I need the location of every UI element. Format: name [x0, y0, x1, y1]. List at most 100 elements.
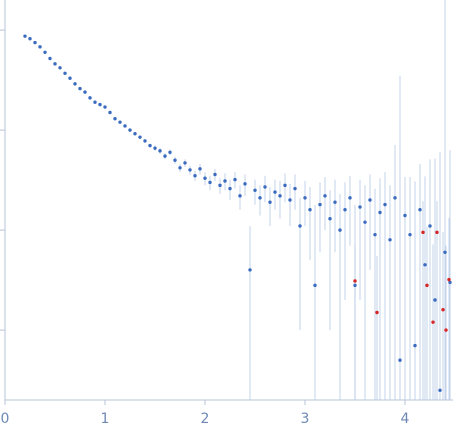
data-point: [375, 310, 379, 315]
x-tick-label: 4: [401, 411, 410, 427]
data-point: [53, 62, 57, 66]
data-point: [148, 143, 152, 148]
data-point: [68, 76, 72, 80]
data-point: [393, 196, 397, 200]
data-point: [368, 198, 372, 202]
data-point: [123, 124, 127, 128]
data-point: [343, 207, 347, 212]
data-point: [248, 268, 252, 272]
data-point: [348, 196, 352, 200]
data-point: [444, 328, 448, 332]
data-point: [198, 167, 202, 171]
data-point: [398, 358, 402, 362]
data-point: [113, 117, 117, 121]
data-point: [103, 105, 107, 109]
data-point: [447, 277, 451, 282]
data-point: [193, 173, 197, 178]
data-point: [83, 90, 87, 94]
data-point: [338, 228, 342, 232]
data-point: [138, 135, 142, 139]
data-point: [253, 188, 257, 193]
x-tick-label: 0: [1, 411, 10, 427]
data-point: [423, 263, 427, 267]
data-point: [425, 283, 429, 288]
data-point: [183, 161, 187, 165]
data-point: [143, 139, 147, 143]
data-point: [363, 220, 367, 224]
data-point: [73, 82, 77, 86]
data-point: [108, 110, 112, 115]
data-point: [283, 183, 287, 188]
x-tick-label: 3: [301, 411, 310, 427]
data-point: [443, 250, 447, 254]
data-point: [233, 177, 237, 182]
data-point: [243, 182, 247, 186]
data-point: [228, 186, 232, 191]
data-point: [238, 194, 242, 198]
data-point: [208, 180, 212, 185]
x-tick-label: 2: [201, 411, 210, 427]
data-point: [163, 154, 167, 158]
data-point: [23, 34, 27, 38]
data-point: [173, 158, 177, 162]
data-point: [435, 230, 439, 235]
data-point: [441, 307, 445, 312]
data-point: [388, 238, 392, 242]
data-point: [308, 207, 312, 212]
data-point: [431, 320, 435, 324]
data-point: [263, 185, 267, 189]
data-point: [323, 194, 327, 198]
data-point: [273, 190, 277, 194]
data-point: [128, 128, 132, 132]
data-point: [298, 224, 302, 228]
data-point: [378, 210, 382, 215]
data-point: [318, 202, 322, 207]
data-point: [428, 224, 432, 228]
data-point: [188, 168, 192, 172]
data-point: [288, 198, 292, 202]
data-point: [333, 200, 337, 204]
data-point: [303, 196, 307, 200]
data-point: [408, 232, 412, 237]
data-point: [78, 86, 82, 91]
data-point: [58, 66, 62, 70]
data-point: [223, 179, 227, 183]
data-point: [153, 146, 157, 150]
data-point: [403, 213, 407, 218]
data-point: [158, 149, 162, 153]
data-point: [438, 388, 442, 393]
data-point: [133, 132, 137, 136]
data-point: [178, 166, 182, 170]
data-point: [383, 202, 387, 207]
data-point: [313, 283, 317, 288]
data-point: [33, 40, 37, 45]
data-point: [278, 194, 282, 198]
data-point: [418, 207, 422, 212]
data-point: [413, 343, 417, 348]
data-point: [168, 150, 172, 154]
data-point: [218, 183, 222, 188]
data-point: [258, 196, 262, 200]
data-point: [48, 56, 52, 61]
data-point: [63, 71, 67, 75]
data-point: [421, 230, 425, 235]
data-point: [353, 279, 357, 283]
data-point: [28, 37, 32, 41]
data-point: [358, 205, 362, 209]
data-point: [433, 298, 437, 302]
x-tick-label: 1: [101, 411, 110, 427]
data-point: [93, 100, 97, 104]
data-point: [293, 186, 297, 191]
data-point: [268, 200, 272, 204]
data-point: [118, 120, 122, 124]
data-point: [38, 45, 42, 49]
data-point: [373, 232, 377, 237]
data-point: [203, 176, 207, 180]
data-point: [213, 172, 217, 177]
data-point: [448, 280, 452, 285]
data-point: [88, 96, 92, 100]
data-point: [328, 217, 332, 221]
data-point: [353, 283, 357, 288]
